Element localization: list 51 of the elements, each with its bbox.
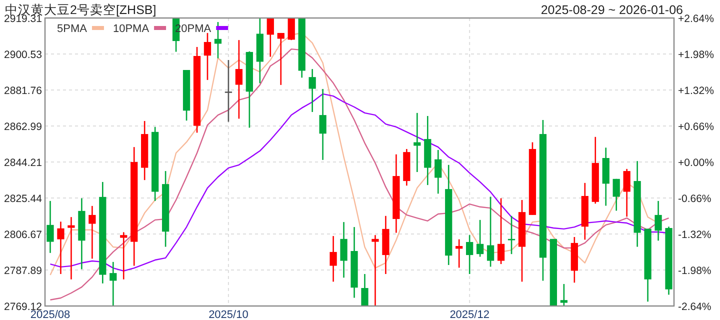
legend-label: 10PMA (112, 23, 150, 35)
candlestick (120, 232, 128, 280)
candlestick (224, 59, 232, 122)
candlestick (654, 200, 662, 242)
candlestick (466, 234, 474, 275)
y2-tick-label: -1.32% (678, 229, 712, 241)
candlestick (235, 39, 243, 120)
candlestick (214, 21, 222, 59)
candlestick (288, 17, 295, 41)
legend-label: 5PMA (57, 23, 88, 35)
candlestick (372, 234, 379, 306)
candlestick (330, 235, 337, 282)
y-tick-label: 2825.44 (4, 193, 42, 205)
candlestick (88, 205, 96, 260)
line-series (50, 48, 670, 300)
x-tick-label: 2025/08 (30, 309, 70, 320)
y2-tick-label: +1.32% (678, 85, 714, 97)
x-tick-label: 2025/12 (450, 309, 490, 320)
candlestick (57, 221, 64, 275)
candlestick (560, 283, 568, 306)
y2-tick-label: -0.66% (678, 193, 712, 205)
candlestick (486, 196, 494, 268)
candlestick (266, 17, 274, 58)
candlestick (340, 221, 348, 278)
candlestick (361, 273, 368, 306)
candlestick (204, 32, 212, 81)
y-tick-label: 2806.67 (4, 228, 42, 241)
y-tick-label: 2787.89 (4, 265, 42, 278)
candlestick (476, 219, 484, 258)
candlestick (319, 88, 326, 161)
candlestick (68, 216, 75, 280)
candlestick (456, 238, 463, 268)
y2-tick-label: +1.98% (678, 49, 714, 61)
y-tick-label: 2844.21 (4, 157, 42, 170)
y2-tick-label: +0.66% (678, 121, 714, 133)
candlestick (508, 215, 516, 255)
candlestick (110, 261, 117, 306)
y2-tick-label: +0.00% (678, 157, 714, 169)
candlestick (612, 178, 620, 212)
x-tick-label: 2025/10 (208, 309, 248, 320)
y-tick-label: 2900.53 (4, 49, 42, 62)
candlestick (277, 32, 284, 86)
y2-tick-label: -1.98% (678, 265, 712, 277)
candlestick (434, 149, 442, 194)
candlestick (623, 168, 630, 218)
y2-tick-label: -2.64% (678, 301, 712, 313)
candlestick (308, 68, 316, 113)
y-tick-label: 2881.76 (4, 85, 42, 98)
candlestick (46, 200, 54, 254)
y-tick-label: 2862.99 (4, 121, 42, 133)
candlestick (497, 198, 505, 265)
